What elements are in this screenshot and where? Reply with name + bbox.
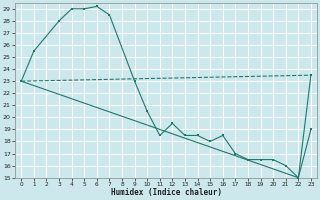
X-axis label: Humidex (Indice chaleur): Humidex (Indice chaleur): [111, 188, 221, 197]
